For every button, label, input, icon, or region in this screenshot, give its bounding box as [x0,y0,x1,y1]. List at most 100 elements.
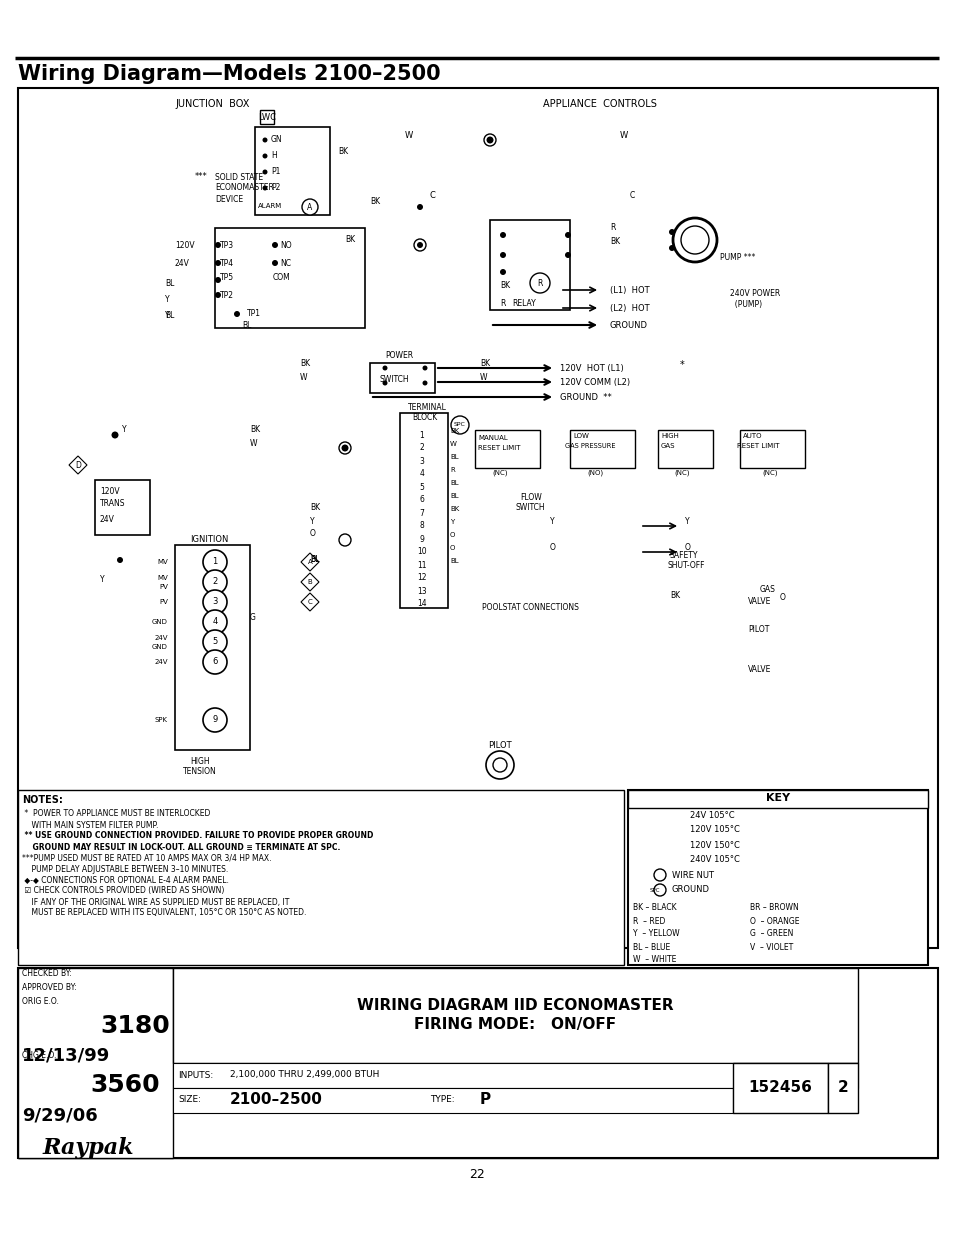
Text: 1: 1 [419,431,424,440]
Circle shape [262,153,267,158]
Text: R: R [537,279,542,288]
Text: W: W [619,131,628,140]
Bar [172,1088,732,1113]
Text: 120V 105°C: 120V 105°C [689,825,740,835]
Text: HIGH: HIGH [190,757,210,767]
Text: BK: BK [310,504,320,513]
Text: BL: BL [310,556,319,564]
Circle shape [451,416,469,433]
Text: GROUND  **: GROUND ** [559,393,611,401]
Text: 2: 2 [213,578,217,587]
Text: 2: 2 [419,443,424,452]
Circle shape [416,242,422,248]
Text: WIRE NUT: WIRE NUT [671,871,713,879]
Text: 120V COMM (L2): 120V COMM (L2) [559,378,630,387]
Text: H: H [271,152,276,161]
Text: MUST BE REPLACED WITH ITS EQUIVALENT, 105°C OR 150°C AS NOTED.: MUST BE REPLACED WITH ITS EQUIVALENT, 10… [22,909,306,918]
Text: 22: 22 [469,1168,484,1182]
Text: GROUND: GROUND [671,885,709,894]
Text: TP5: TP5 [220,273,233,283]
Circle shape [382,380,387,385]
Text: 4: 4 [419,469,424,478]
Circle shape [668,228,675,235]
Bar [18,968,937,1158]
Bar [174,545,250,750]
Text: 4: 4 [213,618,217,626]
Text: 24V 105°C: 24V 105°C [689,810,734,820]
Text: P1: P1 [271,168,280,177]
Text: (L2)  HOT: (L2) HOT [609,304,649,312]
Text: C: C [307,599,312,605]
Text: 3560: 3560 [90,1073,159,1097]
Bar [399,412,448,608]
Text: 6: 6 [213,657,217,667]
Text: TP2: TP2 [220,290,233,300]
Text: APPLIANCE  CONTROLS: APPLIANCE CONTROLS [542,99,657,109]
Bar [172,968,857,1063]
Text: 3: 3 [419,457,424,466]
Circle shape [564,232,571,238]
Circle shape [530,273,550,293]
Circle shape [262,137,267,142]
Text: BK: BK [370,198,379,206]
Text: GROUND: GROUND [609,321,647,330]
Text: ECONOMASTER: ECONOMASTER [214,184,274,193]
Circle shape [499,252,505,258]
Bar [658,430,712,468]
Bar [569,430,635,468]
Text: R  – RED: R – RED [633,916,664,925]
Text: RELAY: RELAY [512,299,536,308]
Text: (NC): (NC) [761,469,777,477]
Text: JUNCTION  BOX: JUNCTION BOX [174,99,249,109]
Text: RESET LIMIT: RESET LIMIT [737,443,779,450]
Text: O: O [450,545,455,551]
Circle shape [341,445,348,452]
Text: R: R [499,299,505,308]
Text: BK: BK [345,236,355,245]
Text: ALARM: ALARM [257,203,282,209]
Text: GN: GN [271,136,282,144]
Bar [490,220,569,310]
Text: GAS: GAS [660,443,675,450]
Text: O: O [684,542,690,552]
Polygon shape [69,456,87,474]
Text: TENSION: TENSION [183,767,216,777]
Text: BLOCK: BLOCK [412,414,436,422]
Text: PILOT: PILOT [747,625,768,635]
Text: O: O [780,594,785,603]
Text: BK: BK [299,358,310,368]
Text: SOLID STATE: SOLID STATE [214,173,263,182]
Text: IF ANY OF THE ORIGINAL WIRE AS SUPPLIED MUST BE REPLACED, IT: IF ANY OF THE ORIGINAL WIRE AS SUPPLIED … [22,898,289,906]
Text: PV: PV [159,599,168,605]
Text: Y  – YELLOW: Y – YELLOW [633,930,679,939]
Circle shape [485,751,514,779]
Text: C: C [629,190,635,200]
Text: VALVE: VALVE [747,598,771,606]
Text: 120V: 120V [100,488,119,496]
Text: BL: BL [165,310,174,320]
Text: POWER: POWER [385,351,413,359]
Text: BK: BK [609,237,619,247]
Text: NOTES:: NOTES: [22,795,63,805]
Text: 3: 3 [213,598,217,606]
Text: W  – WHITE: W – WHITE [633,956,676,965]
Text: HIGH: HIGH [660,433,679,438]
Text: BK: BK [669,590,679,599]
Text: BK: BK [337,147,348,157]
Text: 10: 10 [416,547,426,557]
Text: BR – BROWN: BR – BROWN [749,904,798,913]
Text: GROUND MAY RESULT IN LOCK-OUT. ALL GROUND ≡ TERMINATE AT SPC.: GROUND MAY RESULT IN LOCK-OUT. ALL GROUN… [22,842,340,851]
Text: NO: NO [280,241,292,249]
Text: (NC): (NC) [674,469,689,477]
Bar [260,110,274,124]
Circle shape [214,277,221,283]
Text: BL: BL [450,558,458,564]
Text: FLOW: FLOW [519,494,541,503]
Circle shape [262,185,267,190]
Text: BK: BK [479,358,490,368]
Text: C: C [430,190,436,200]
Text: LOW: LOW [573,433,588,438]
Text: ☑ CHECK CONTROLS PROVIDED (WIRED AS SHOWN): ☑ CHECK CONTROLS PROVIDED (WIRED AS SHOW… [22,887,224,895]
Circle shape [414,240,426,251]
Bar [827,1063,857,1113]
